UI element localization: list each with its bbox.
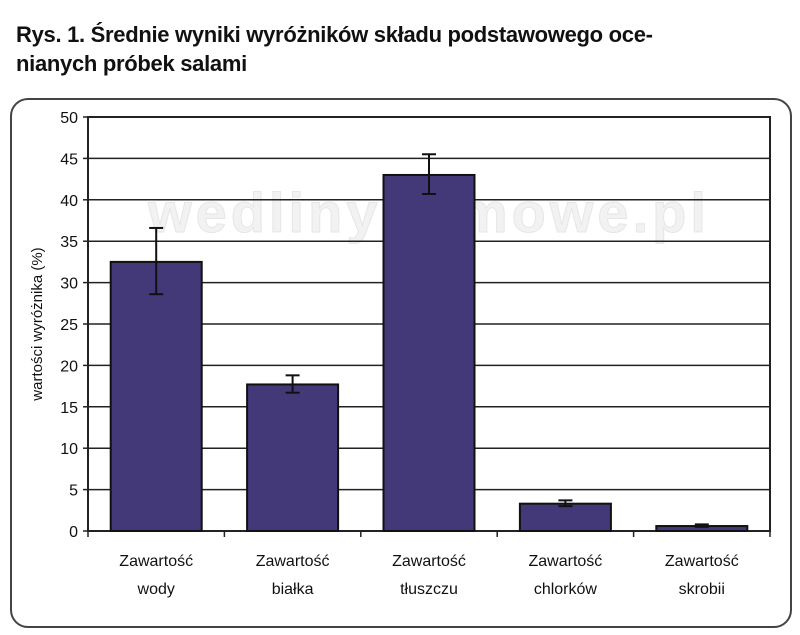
y-tick-label: 25 bbox=[60, 317, 78, 334]
y-axis-label: wartości wyróżnika (%) bbox=[29, 247, 46, 401]
x-tick-label: Zawartość bbox=[119, 553, 193, 570]
x-tick-label: Zawartość bbox=[665, 553, 739, 570]
y-tick-label: 35 bbox=[60, 234, 78, 251]
x-tick-label: Zawartość bbox=[392, 553, 466, 570]
bar bbox=[246, 383, 340, 532]
title-line-1: Rys. 1. Średnie wyniki wyróżników składu… bbox=[16, 22, 653, 47]
y-tick-label: 5 bbox=[69, 483, 78, 500]
bar bbox=[382, 173, 476, 533]
y-tick-label: 30 bbox=[60, 276, 78, 293]
chart-title: Rys. 1. Średnie wyniki wyróżników składu… bbox=[16, 20, 796, 78]
x-tick-label: wody bbox=[137, 581, 175, 598]
y-tick-label: 45 bbox=[60, 151, 78, 168]
x-tick-label: skrobii bbox=[679, 581, 725, 598]
y-tick-label: 20 bbox=[60, 358, 78, 375]
x-tick-label: Zawartość bbox=[256, 553, 330, 570]
y-tick-label: 40 bbox=[60, 193, 78, 210]
bar bbox=[109, 260, 203, 532]
y-tick-label: 0 bbox=[69, 524, 78, 541]
y-tick-label: 50 bbox=[60, 110, 78, 127]
title-line-2: nianych próbek salami bbox=[16, 51, 247, 76]
y-tick-label: 15 bbox=[60, 400, 78, 417]
y-tick-label: 10 bbox=[60, 441, 78, 458]
x-tick-label: tłuszczu bbox=[400, 581, 458, 598]
x-tick-label: chlorków bbox=[534, 581, 598, 598]
x-tick-label: Zawartość bbox=[529, 553, 603, 570]
bar bbox=[518, 502, 612, 532]
x-tick-label: białka bbox=[272, 581, 314, 598]
chart-frame bbox=[10, 98, 792, 628]
